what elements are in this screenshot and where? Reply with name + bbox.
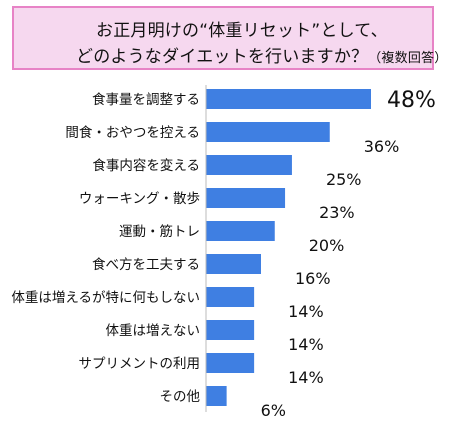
chart-title-question: どのようなダイエットを行いますか？ <box>76 47 369 67</box>
category-label: 体重は増えるが特に何もしない <box>11 290 200 306</box>
bar <box>206 89 371 109</box>
category-label: 体重は増えない <box>106 323 201 339</box>
bar <box>206 320 255 340</box>
category-label: 運動・筋トレ <box>119 223 200 240</box>
data-label: 14% <box>288 368 324 387</box>
category-label: ウォーキング・散歩 <box>79 191 200 207</box>
category-label: 食べ方を工夫する <box>92 256 200 273</box>
data-label: 14% <box>288 335 324 354</box>
category-label: その他 <box>160 389 201 405</box>
category-label: 食事量を調整する <box>92 91 200 108</box>
data-label: 36% <box>364 137 400 156</box>
data-label: 48% <box>387 88 436 113</box>
bar <box>206 122 330 142</box>
chart-title-line-1: お正月明けの“体重リセット”として、 <box>96 21 388 41</box>
bar <box>206 287 255 307</box>
category-label: サプリメントの利用 <box>79 356 201 372</box>
data-label: 16% <box>295 269 331 288</box>
data-label: 20% <box>309 236 345 255</box>
bar <box>206 254 261 274</box>
bar <box>206 188 286 208</box>
chart-title-line-2: どのようなダイエットを行いますか？（複数回答） <box>76 42 447 67</box>
category-label: 間食・おやつを控える <box>65 124 200 141</box>
bar <box>206 386 227 406</box>
chart-title-box: お正月明けの“体重リセット”として、 どのようなダイエットを行いますか？（複数回… <box>12 6 447 70</box>
data-label: 23% <box>319 203 355 222</box>
data-label: 25% <box>326 170 362 189</box>
data-label: 6% <box>261 401 286 420</box>
bar <box>206 221 275 241</box>
chart-subtitle: （複数回答） <box>368 51 448 66</box>
category-label: 食事内容を変える <box>92 157 200 174</box>
bar <box>206 155 292 175</box>
bar <box>206 353 255 373</box>
data-label: 14% <box>288 302 324 321</box>
